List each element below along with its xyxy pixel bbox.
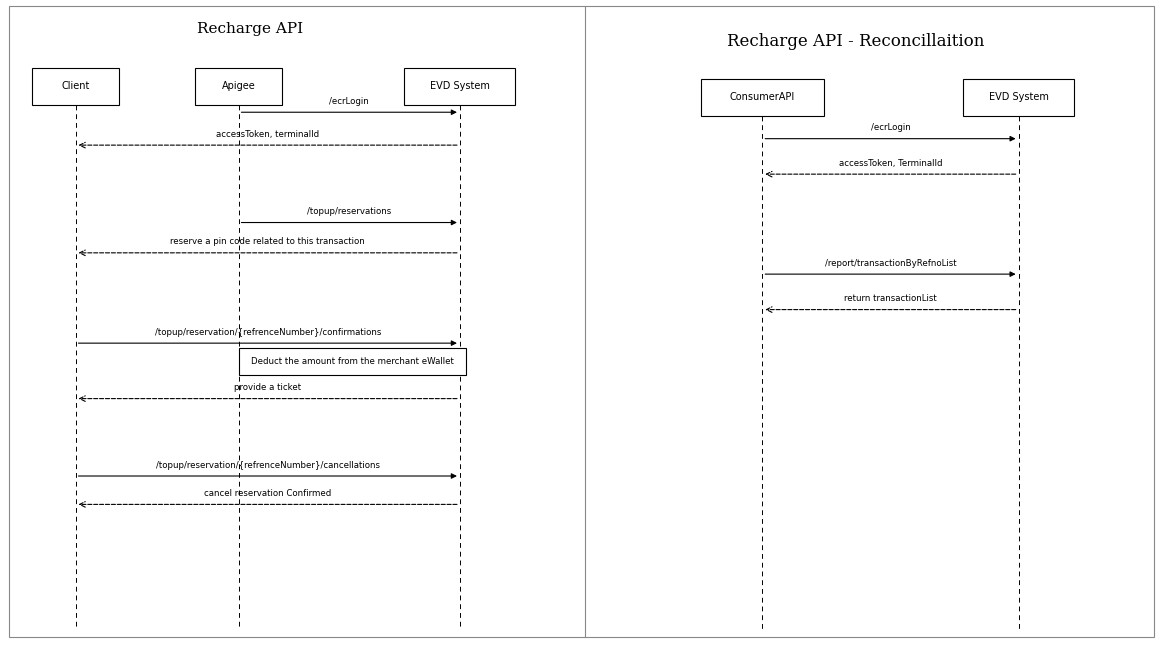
Bar (33, 68, 120, 105)
Text: cancel reservation Confirmed: cancel reservation Confirmed (204, 489, 332, 498)
Text: /topup/reservation/{refrenceNumber}/cancellations: /topup/reservation/{refrenceNumber}/canc… (156, 461, 379, 470)
Text: EVD System: EVD System (430, 81, 490, 92)
Text: /topup/reservation/{refrenceNumber}/confirmations: /topup/reservation/{refrenceNumber}/conf… (155, 328, 381, 337)
Bar (964, 79, 1073, 116)
Text: /ecrLogin: /ecrLogin (329, 97, 369, 106)
Text: accessToken, terminalId: accessToken, terminalId (217, 130, 319, 139)
Text: reserve a pin code related to this transaction: reserve a pin code related to this trans… (170, 237, 365, 246)
Text: return transactionList: return transactionList (844, 294, 937, 303)
Bar (239, 348, 466, 375)
Bar (194, 68, 282, 105)
Text: Apigee: Apigee (222, 81, 255, 92)
Text: /report/transactionByRefnoList: /report/transactionByRefnoList (824, 259, 957, 268)
Text: Deduct the amount from the merchant eWallet: Deduct the amount from the merchant eWal… (250, 357, 454, 366)
Text: Recharge API: Recharge API (197, 22, 304, 36)
Text: accessToken, TerminalId: accessToken, TerminalId (839, 159, 942, 168)
Text: provide a ticket: provide a ticket (234, 383, 301, 392)
Text: ConsumerAPI: ConsumerAPI (730, 92, 795, 103)
Bar (701, 79, 824, 116)
Text: /topup/reservations: /topup/reservations (307, 207, 391, 216)
Text: EVD System: EVD System (988, 92, 1049, 103)
Bar (405, 68, 514, 105)
Text: Client: Client (62, 81, 90, 92)
Text: Recharge API - Reconcillaition: Recharge API - Reconcillaition (726, 34, 985, 50)
Text: /ecrLogin: /ecrLogin (871, 123, 910, 132)
